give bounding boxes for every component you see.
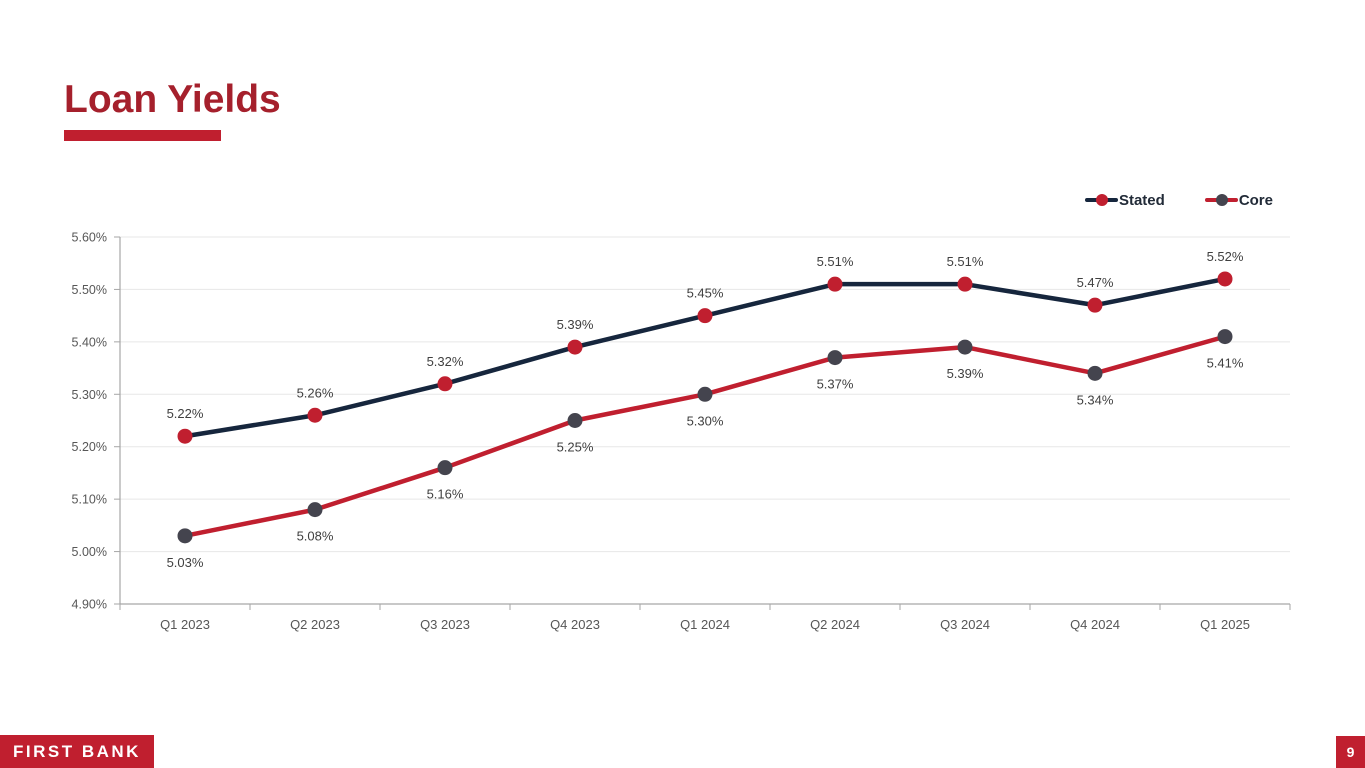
marker-core-q4-2023	[567, 413, 583, 428]
data-label-core-q1-2025: 5.41%	[1207, 356, 1244, 371]
series-line-core	[182, 334, 1228, 539]
marker-core-q3-2024	[957, 339, 973, 355]
legend-label-core: Core	[1238, 191, 1273, 209]
x-axis-tick-label: Q4 2024	[1070, 617, 1120, 632]
data-label-stated-q2-2024: 5.51%	[817, 254, 854, 269]
marker-stated-q1-2023	[177, 428, 193, 444]
marker-stated-q4-2023	[567, 339, 583, 355]
legend-item-core: Core	[1204, 189, 1273, 211]
marker-stated-q2-2023	[307, 407, 323, 423]
marker-stated-q3-2023	[437, 376, 453, 392]
data-label-core-q1-2023: 5.03%	[167, 555, 204, 570]
y-axis-tick-label: 5.20%	[72, 440, 107, 454]
data-label-core-q1-2024: 5.30%	[687, 413, 724, 428]
loan-yields-chart: 4.90% 5.00% 5.10% 5.20% 5.30% 5.40% 5.50% 5.60%…	[72, 231, 1291, 632]
marker-stated-q2-2024	[827, 276, 843, 292]
stated-line-marker-icon	[1084, 189, 1118, 211]
title-underline-bar	[64, 130, 221, 141]
data-label-stated-q3-2023: 5.32%	[427, 354, 464, 369]
y-axis-tick-label: 5.30%	[72, 388, 107, 402]
data-label-core-q2-2023: 5.08%	[297, 529, 334, 544]
core-marker-swatch	[1215, 194, 1228, 206]
first-bank-logo-text: FIRST BANK	[13, 741, 141, 761]
page-number-box: 9	[1336, 736, 1365, 768]
data-label-core-q4-2024: 5.34%	[1077, 392, 1114, 407]
marker-core-q3-2023	[437, 460, 453, 476]
y-axis-tick-label: 5.50%	[72, 283, 107, 297]
x-axis-tick-label: Q1 2023	[160, 617, 210, 632]
marker-core-q1-2024	[697, 386, 713, 402]
marker-core-q1-2023	[177, 528, 193, 544]
y-axis-tick-label: 4.90%	[72, 598, 107, 612]
data-label-stated-q3-2024: 5.51%	[947, 254, 984, 269]
data-label-stated-q2-2023: 5.26%	[297, 385, 334, 400]
data-label-core-q4-2023: 5.25%	[557, 440, 594, 455]
marker-core-q4-2024	[1087, 365, 1103, 381]
stated-marker-swatch	[1095, 194, 1108, 206]
data-label-stated-q1-2023: 5.22%	[167, 406, 204, 421]
y-axis-tick-label: 5.00%	[72, 545, 107, 559]
x-axis-tick-label: Q1 2024	[680, 617, 730, 632]
marker-stated-q1-2024	[697, 308, 713, 324]
x-axis-tick-label: Q2 2023	[290, 617, 340, 632]
y-axis-tick-label: 5.10%	[72, 493, 107, 507]
data-label-stated-q4-2023: 5.39%	[557, 317, 594, 332]
data-label-core-q3-2024: 5.39%	[947, 366, 984, 381]
marker-stated-q3-2024	[957, 276, 973, 292]
x-axis-tick-label: Q3 2024	[940, 617, 990, 632]
page-title: Loan Yields	[64, 78, 281, 122]
data-label-stated-q4-2024: 5.47%	[1077, 275, 1114, 290]
marker-stated-q1-2025	[1217, 271, 1233, 287]
data-label-stated-q1-2024: 5.45%	[687, 286, 724, 301]
marker-core-q2-2024	[827, 350, 843, 366]
y-axis-tick-label: 5.60%	[72, 231, 107, 245]
x-axis-tick-label: Q1 2025	[1200, 617, 1250, 632]
core-line-marker-icon	[1204, 189, 1238, 211]
data-label-core-q2-2024: 5.37%	[817, 377, 854, 392]
marker-core-q1-2025	[1217, 329, 1233, 345]
x-axis-tick-label: Q2 2024	[810, 617, 860, 632]
data-label-stated-q1-2025: 5.52%	[1207, 249, 1244, 264]
legend-item-stated: Stated	[1084, 189, 1165, 211]
chart-legend: Stated Core	[1084, 189, 1273, 211]
legend-label-stated: Stated	[1118, 191, 1165, 209]
y-axis-tick-label: 5.40%	[72, 335, 107, 349]
first-bank-logo: FIRST BANK	[0, 735, 154, 768]
x-axis-tick-label: Q4 2023	[550, 617, 600, 632]
page-number: 9	[1346, 744, 1355, 760]
marker-stated-q4-2024	[1087, 297, 1103, 313]
x-axis-tick-label: Q3 2023	[420, 617, 470, 632]
data-label-core-q3-2023: 5.16%	[427, 487, 464, 502]
marker-core-q2-2023	[307, 502, 323, 518]
